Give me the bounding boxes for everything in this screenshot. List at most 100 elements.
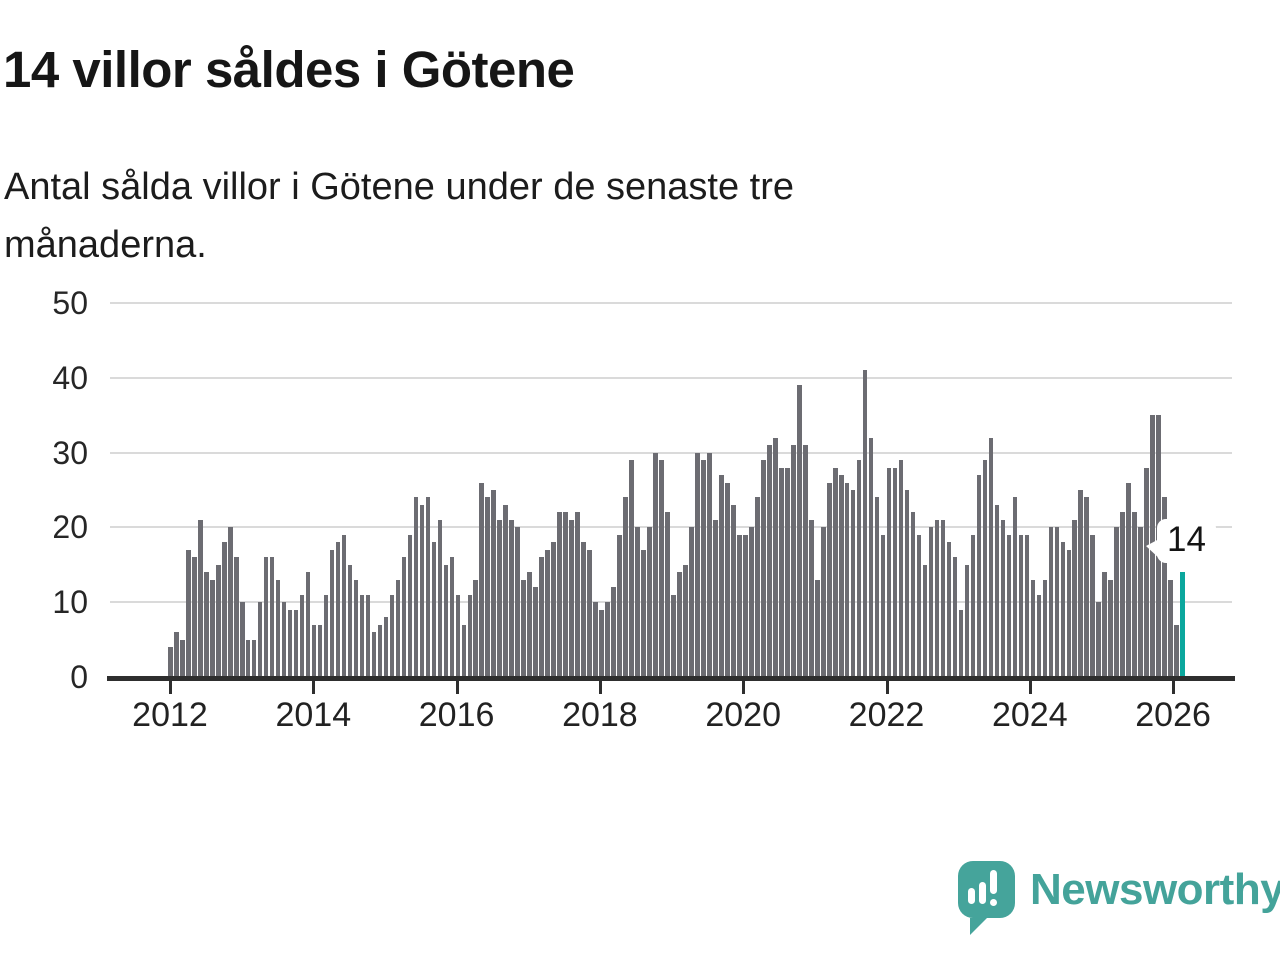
y-gridline — [110, 601, 1232, 604]
bar — [269, 557, 275, 677]
bar — [545, 550, 550, 677]
bar — [365, 595, 371, 677]
bar — [976, 475, 982, 677]
bar — [1036, 595, 1042, 677]
bar — [443, 565, 449, 677]
bar — [437, 520, 443, 677]
bar — [215, 565, 221, 677]
y-gridline — [110, 526, 1232, 529]
bar — [832, 468, 838, 677]
logo-exclamation-dot — [990, 899, 997, 906]
bar — [1000, 520, 1006, 677]
bar — [970, 535, 976, 677]
x-axis-label: 2014 — [275, 696, 352, 734]
bar — [868, 438, 874, 677]
bar — [1108, 580, 1114, 677]
bar — [263, 557, 269, 677]
bar — [1012, 497, 1018, 677]
bar — [856, 460, 862, 677]
bar — [707, 453, 712, 677]
bar — [521, 580, 527, 677]
bar — [299, 595, 305, 677]
y-gridline — [110, 451, 1232, 454]
bar — [509, 520, 515, 677]
bar — [683, 565, 688, 677]
bar — [749, 527, 754, 677]
bar — [904, 490, 910, 677]
x-axis-tick — [885, 681, 889, 694]
bar — [898, 460, 904, 677]
bar — [377, 625, 383, 677]
bar — [940, 520, 946, 677]
chart-title: 14 villor såldes i Götene — [3, 41, 575, 98]
bar — [491, 490, 497, 677]
bar — [778, 468, 784, 677]
bar — [527, 572, 533, 677]
bar — [659, 460, 664, 677]
bar — [1054, 527, 1060, 677]
bar — [958, 610, 964, 677]
bar — [743, 535, 748, 677]
bar — [185, 550, 191, 677]
bar — [575, 512, 580, 677]
bar — [275, 580, 281, 677]
x-axis-label: 2016 — [418, 696, 495, 734]
y-axis-label: 10 — [52, 584, 88, 621]
bar — [1018, 535, 1024, 677]
bar — [1102, 572, 1108, 677]
newsworthy-wordmark: Newsworthy — [1030, 865, 1280, 914]
bar — [587, 550, 592, 677]
bar — [784, 468, 790, 677]
y-gridline — [110, 376, 1232, 379]
bar — [1174, 625, 1179, 677]
bar — [808, 520, 814, 677]
chart-subtitle-line-2: månaderna. — [4, 224, 207, 266]
bar — [1072, 520, 1078, 677]
y-axis-label: 50 — [52, 285, 88, 321]
bar — [671, 595, 676, 677]
bar — [359, 595, 365, 677]
bar — [479, 483, 485, 677]
bar — [257, 602, 263, 677]
bar — [772, 438, 778, 677]
bar — [455, 595, 461, 677]
highlighted-bar — [1180, 572, 1185, 677]
bar — [323, 595, 329, 677]
y-axis-label: 40 — [52, 359, 88, 396]
y-gridline — [110, 302, 1232, 304]
bar — [677, 572, 682, 677]
bar — [988, 438, 994, 677]
x-axis-tick — [312, 681, 316, 694]
bar — [1060, 542, 1066, 677]
bar — [892, 468, 898, 677]
bar — [1138, 527, 1143, 677]
logo-bar-medium — [979, 882, 986, 904]
bar — [737, 535, 742, 677]
bar — [934, 520, 940, 677]
bar — [665, 512, 670, 677]
bar — [982, 460, 988, 677]
bar — [761, 460, 766, 677]
bar — [305, 572, 311, 677]
bar — [569, 520, 574, 677]
bar — [922, 565, 928, 677]
x-axis-label: 2020 — [705, 696, 781, 734]
bar — [191, 557, 197, 677]
bar — [1078, 490, 1084, 677]
x-axis-label: 2018 — [562, 696, 638, 734]
bar — [695, 453, 700, 677]
bar — [503, 505, 509, 677]
x-axis-label: 2026 — [1135, 696, 1211, 734]
bar — [413, 497, 419, 677]
bar — [419, 505, 425, 677]
x-axis-line — [107, 676, 1235, 681]
bar — [203, 572, 209, 677]
bar — [1114, 527, 1120, 677]
bar — [814, 580, 820, 677]
bar — [886, 468, 892, 677]
bar — [533, 587, 538, 677]
bar — [731, 505, 736, 677]
bar — [838, 475, 844, 677]
bar — [802, 445, 808, 677]
bar — [281, 602, 287, 677]
